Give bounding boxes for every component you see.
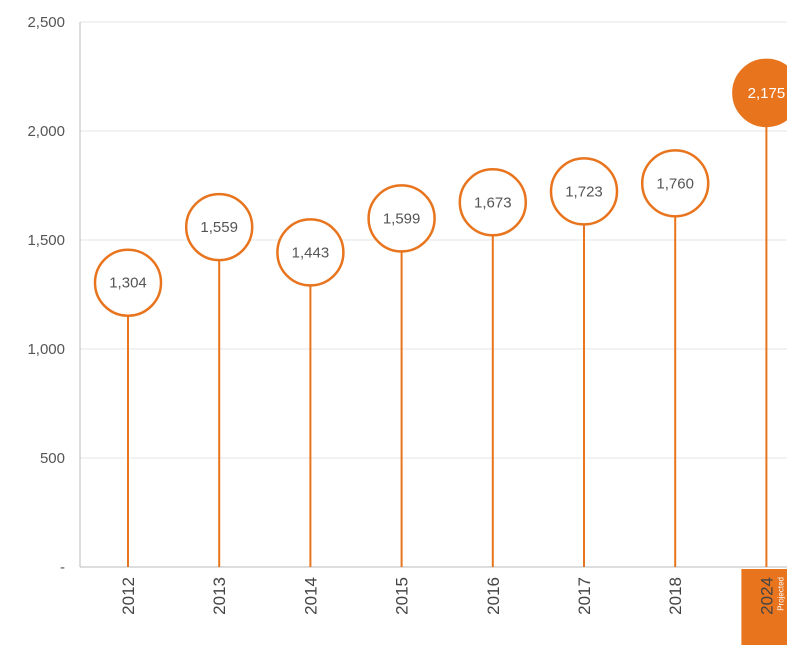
x-tick-label-2024: 2024 — [757, 577, 776, 615]
x-tick-label-2012: 2012 — [119, 577, 138, 615]
y-tick-label-500: 500 — [40, 450, 65, 467]
y-tick-label-2000: 2,000 — [27, 123, 65, 140]
y-axis-tick-labels: - 500 1,000 1,500 2,000 2,500 — [27, 14, 65, 576]
x-tick-label-2017: 2017 — [575, 577, 594, 615]
value-circle-2016 — [458, 168, 528, 237]
value-circle-2024 — [732, 58, 787, 128]
projected-label-background — [741, 569, 787, 645]
value-label-2014: 1,443 — [292, 244, 330, 261]
value-label-2012: 1,304 — [109, 275, 147, 292]
grid-lines — [80, 21, 787, 459]
lollipop-heads: 1,304 1,559 1,443 1,599 1,673 1,723 1,760 2,175 — [93, 58, 787, 317]
value-circle-2013 — [184, 192, 254, 262]
x-axis-category-labels: 2012 2013 2014 2015 2016 2017 2018 2024 Projecte… — [119, 577, 785, 615]
projected-highlight — [741, 569, 787, 645]
x-tick-label-2013: 2013 — [210, 577, 229, 615]
y-tick-label-0: - — [60, 559, 65, 576]
y-tick-label-1000: 1,000 — [27, 341, 65, 358]
value-label-2013: 1,559 — [200, 219, 238, 236]
projected-note: Projected — [776, 577, 785, 611]
value-label-2018: 1,760 — [656, 175, 694, 192]
value-label-2024: 2,175 — [748, 85, 786, 102]
x-tick-label-2018: 2018 — [666, 577, 685, 615]
lollipop-stems — [127, 125, 768, 567]
value-circle-2014 — [276, 218, 345, 287]
value-label-2015: 1,599 — [383, 210, 421, 227]
value-circle-2015 — [367, 184, 436, 253]
x-tick-label-2014: 2014 — [301, 577, 320, 615]
value-circle-2017 — [549, 157, 619, 226]
x-tick-label-2016: 2016 — [484, 577, 503, 615]
value-label-2017: 1,723 — [565, 183, 603, 200]
y-tick-label-1500: 1,500 — [27, 232, 65, 249]
x-tick-label-2015: 2015 — [393, 577, 412, 615]
y-tick-label-2500: 2,500 — [27, 14, 65, 31]
value-circle-2018 — [640, 149, 710, 218]
value-circle-2012 — [93, 248, 163, 317]
value-label-2016: 1,673 — [474, 194, 512, 211]
